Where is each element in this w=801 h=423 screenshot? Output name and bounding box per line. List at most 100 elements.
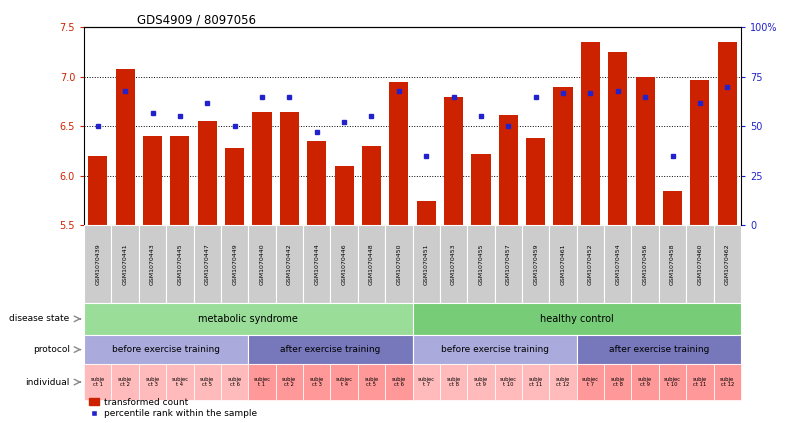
- FancyBboxPatch shape: [714, 225, 741, 303]
- Text: subje
ct 3: subje ct 3: [310, 376, 324, 387]
- FancyBboxPatch shape: [658, 365, 686, 400]
- FancyBboxPatch shape: [549, 225, 577, 303]
- Text: GSM1070462: GSM1070462: [725, 243, 730, 285]
- Text: GSM1070449: GSM1070449: [232, 243, 237, 285]
- Text: subje
ct 11: subje ct 11: [529, 376, 543, 387]
- Text: disease state: disease state: [10, 314, 70, 323]
- FancyBboxPatch shape: [248, 335, 413, 365]
- Text: GSM1070455: GSM1070455: [478, 243, 484, 285]
- Text: GSM1070447: GSM1070447: [205, 243, 210, 285]
- Bar: [526, 138, 545, 225]
- Text: GSM1070461: GSM1070461: [561, 243, 566, 285]
- Text: GSM1070460: GSM1070460: [698, 243, 702, 285]
- Bar: [143, 136, 162, 225]
- Bar: [499, 115, 518, 225]
- FancyBboxPatch shape: [440, 225, 467, 303]
- Text: GSM1070457: GSM1070457: [505, 243, 511, 285]
- Bar: [444, 97, 463, 225]
- FancyBboxPatch shape: [276, 365, 303, 400]
- FancyBboxPatch shape: [194, 225, 221, 303]
- Text: healthy control: healthy control: [540, 314, 614, 324]
- Text: subje
ct 12: subje ct 12: [720, 376, 735, 387]
- FancyBboxPatch shape: [686, 365, 714, 400]
- Text: GSM1070451: GSM1070451: [424, 243, 429, 285]
- Text: GSM1070442: GSM1070442: [287, 243, 292, 285]
- FancyBboxPatch shape: [167, 365, 194, 400]
- FancyBboxPatch shape: [167, 225, 194, 303]
- Bar: [335, 166, 354, 225]
- FancyBboxPatch shape: [604, 225, 631, 303]
- FancyBboxPatch shape: [111, 365, 139, 400]
- Text: subje
ct 1: subje ct 1: [91, 376, 105, 387]
- Bar: [171, 136, 190, 225]
- Bar: [198, 121, 217, 225]
- Text: GSM1070459: GSM1070459: [533, 243, 538, 285]
- Text: GSM1070448: GSM1070448: [369, 243, 374, 285]
- Text: subje
ct 12: subje ct 12: [556, 376, 570, 387]
- Text: individual: individual: [26, 378, 70, 387]
- Bar: [608, 52, 627, 225]
- FancyBboxPatch shape: [631, 225, 658, 303]
- FancyBboxPatch shape: [84, 225, 111, 303]
- Text: GSM1070441: GSM1070441: [123, 243, 127, 285]
- Bar: [88, 156, 107, 225]
- Text: before exercise training: before exercise training: [441, 345, 549, 354]
- Text: subjec
t 4: subjec t 4: [171, 376, 188, 387]
- FancyBboxPatch shape: [358, 365, 385, 400]
- Text: GSM1070454: GSM1070454: [615, 243, 620, 285]
- FancyBboxPatch shape: [467, 225, 495, 303]
- FancyBboxPatch shape: [84, 365, 111, 400]
- FancyBboxPatch shape: [248, 225, 276, 303]
- Text: subjec
t 1: subjec t 1: [253, 376, 271, 387]
- Text: GSM1070452: GSM1070452: [588, 243, 593, 285]
- Text: subje
ct 3: subje ct 3: [146, 376, 159, 387]
- FancyBboxPatch shape: [303, 365, 331, 400]
- Bar: [553, 87, 573, 225]
- Bar: [581, 42, 600, 225]
- Bar: [417, 201, 436, 225]
- Text: subjec
t 4: subjec t 4: [336, 376, 352, 387]
- Text: GSM1070450: GSM1070450: [396, 243, 401, 285]
- FancyBboxPatch shape: [549, 365, 577, 400]
- FancyBboxPatch shape: [686, 225, 714, 303]
- Text: GSM1070445: GSM1070445: [177, 243, 183, 285]
- Text: subje
ct 9: subje ct 9: [638, 376, 652, 387]
- FancyBboxPatch shape: [440, 365, 467, 400]
- Text: GSM1070453: GSM1070453: [451, 243, 456, 285]
- Bar: [225, 148, 244, 225]
- Legend: transformed count, percentile rank within the sample: transformed count, percentile rank withi…: [89, 398, 257, 418]
- FancyBboxPatch shape: [139, 225, 167, 303]
- FancyBboxPatch shape: [331, 365, 358, 400]
- Text: subje
ct 5: subje ct 5: [364, 376, 379, 387]
- Text: GSM1070439: GSM1070439: [95, 243, 100, 285]
- FancyBboxPatch shape: [385, 225, 413, 303]
- Bar: [115, 69, 135, 225]
- FancyBboxPatch shape: [577, 225, 604, 303]
- FancyBboxPatch shape: [303, 225, 331, 303]
- FancyBboxPatch shape: [413, 335, 577, 365]
- FancyBboxPatch shape: [714, 365, 741, 400]
- Text: subje
ct 2: subje ct 2: [118, 376, 132, 387]
- FancyBboxPatch shape: [658, 225, 686, 303]
- Text: subje
ct 9: subje ct 9: [474, 376, 488, 387]
- FancyBboxPatch shape: [385, 365, 413, 400]
- Bar: [280, 112, 299, 225]
- Text: GSM1070440: GSM1070440: [260, 243, 264, 285]
- FancyBboxPatch shape: [413, 225, 440, 303]
- Bar: [663, 191, 682, 225]
- FancyBboxPatch shape: [248, 365, 276, 400]
- Text: subje
ct 5: subje ct 5: [200, 376, 215, 387]
- Text: subje
ct 8: subje ct 8: [446, 376, 461, 387]
- Text: GSM1070456: GSM1070456: [642, 243, 648, 285]
- FancyBboxPatch shape: [577, 335, 741, 365]
- Bar: [252, 112, 272, 225]
- FancyBboxPatch shape: [577, 365, 604, 400]
- Bar: [389, 82, 409, 225]
- Bar: [718, 42, 737, 225]
- Text: after exercise training: after exercise training: [609, 345, 709, 354]
- FancyBboxPatch shape: [84, 303, 413, 335]
- Text: GSM1070458: GSM1070458: [670, 243, 675, 285]
- Text: GSM1070443: GSM1070443: [150, 243, 155, 285]
- Text: subjec
t 7: subjec t 7: [417, 376, 435, 387]
- FancyBboxPatch shape: [495, 225, 522, 303]
